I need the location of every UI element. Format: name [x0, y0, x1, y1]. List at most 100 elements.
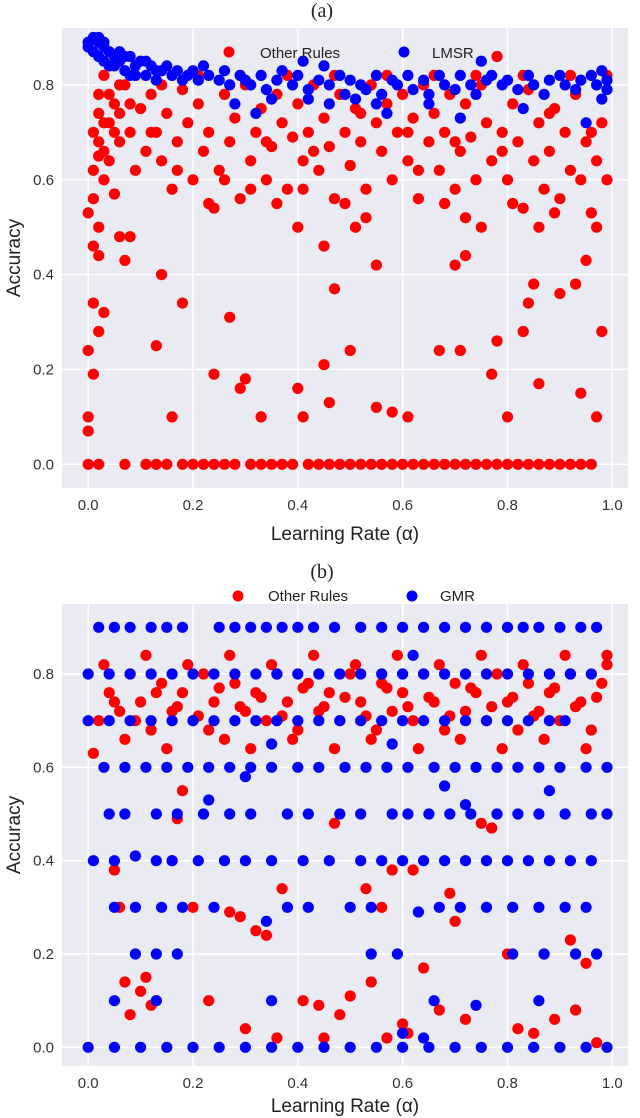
point-lmsr: [575, 74, 587, 86]
point-lmsr: [391, 79, 403, 91]
point-other-rules: [166, 183, 178, 195]
point-other-rules: [397, 687, 409, 699]
point-other-rules: [512, 458, 524, 470]
point-other-rules: [287, 733, 299, 745]
point-other-rules: [224, 649, 236, 661]
point-other-rules: [197, 458, 210, 470]
point-gmr: [543, 785, 556, 797]
point-gmr: [318, 1041, 330, 1053]
point-other-rules: [381, 1032, 393, 1044]
point-gmr: [601, 761, 613, 773]
point-other-rules: [318, 359, 330, 371]
point-other-rules: [554, 193, 566, 205]
point-lmsr: [192, 74, 204, 86]
panel-b-legend: Other Rules GMR: [232, 588, 475, 605]
point-other-rules: [444, 887, 456, 899]
point-gmr: [522, 668, 535, 680]
point-gmr: [344, 1041, 356, 1053]
point-gmr: [428, 995, 440, 1007]
point-lmsr: [449, 84, 461, 96]
point-other-rules: [328, 817, 341, 829]
point-gmr: [501, 715, 514, 727]
point-lmsr: [213, 74, 225, 86]
point-other-rules: [260, 715, 272, 727]
point-lmsr: [501, 74, 514, 86]
point-other-rules: [465, 682, 477, 694]
point-other-rules: [370, 401, 382, 413]
point-lmsr: [150, 65, 162, 77]
x-tick-label: 1.0: [602, 1075, 623, 1092]
point-lmsr: [140, 69, 152, 81]
point-gmr: [187, 1041, 199, 1053]
point-other-rules: [601, 649, 613, 661]
point-lmsr: [203, 69, 215, 81]
point-gmr: [166, 668, 178, 680]
point-other-rules: [114, 107, 126, 119]
point-gmr: [580, 1041, 592, 1053]
panel-a: (a) 0.0 0.2 0.4 0.6 0.8 1.0 0.0 0.2 0.4 0.6 0.8 Ot…: [4, 0, 628, 545]
point-lmsr: [140, 55, 152, 67]
point-other-rules: [255, 458, 267, 470]
point-other-rules: [234, 911, 246, 923]
point-other-rules: [522, 458, 535, 470]
point-other-rules: [287, 131, 299, 143]
point-lmsr: [292, 69, 304, 81]
point-lmsr: [559, 79, 571, 91]
point-lmsr: [454, 112, 466, 124]
point-other-rules: [250, 126, 262, 138]
point-other-rules: [344, 159, 356, 172]
point-other-rules: [150, 687, 162, 699]
point-other-rules: [234, 193, 246, 205]
point-gmr: [150, 948, 162, 960]
point-other-rules: [176, 84, 189, 96]
legend-marker-gmr: [406, 590, 418, 602]
point-gmr: [454, 901, 466, 913]
point-lmsr: [538, 88, 550, 100]
point-other-rules: [318, 701, 330, 713]
point-other-rules: [176, 785, 189, 797]
point-lmsr: [276, 65, 288, 77]
point-gmr: [245, 761, 257, 773]
point-other-rules: [250, 925, 262, 937]
point-other-rules: [302, 126, 314, 138]
panel-b-label: (b): [310, 561, 333, 583]
point-gmr: [266, 761, 278, 773]
point-other-rules: [407, 458, 419, 470]
point-other-rules: [470, 69, 482, 81]
point-gmr: [103, 668, 115, 680]
point-gmr: [129, 850, 141, 862]
point-other-rules: [554, 288, 566, 300]
point-other-rules: [391, 126, 403, 138]
point-other-rules: [260, 929, 272, 941]
point-other-rules: [355, 136, 367, 148]
point-gmr: [266, 995, 278, 1007]
point-other-rules: [391, 649, 403, 661]
point-other-rules: [234, 382, 246, 394]
point-gmr: [444, 808, 456, 820]
point-other-rules: [313, 999, 325, 1011]
point-gmr: [355, 621, 367, 633]
point-lmsr: [407, 84, 419, 96]
point-other-rules: [591, 221, 603, 233]
point-other-rules: [208, 696, 220, 708]
point-other-rules: [512, 136, 524, 148]
point-gmr: [554, 1041, 566, 1053]
point-other-rules: [93, 107, 105, 119]
point-other-rules: [156, 269, 168, 281]
point-other-rules: [501, 411, 514, 423]
point-other-rules: [496, 126, 508, 138]
y-tick-label: 0.2: [33, 361, 54, 378]
point-other-rules: [439, 724, 451, 736]
point-other-rules: [93, 221, 105, 233]
point-lmsr: [287, 79, 299, 91]
point-gmr: [480, 621, 493, 633]
point-other-rules: [182, 659, 194, 671]
point-gmr: [512, 761, 524, 773]
point-other-rules: [119, 733, 131, 745]
point-gmr: [239, 855, 251, 867]
point-other-rules: [297, 183, 309, 195]
x-tick-label: 0.6: [392, 1075, 413, 1092]
point-other-rules: [522, 677, 535, 689]
x-tick-label: 1.0: [602, 497, 623, 514]
point-other-rules: [208, 368, 220, 380]
